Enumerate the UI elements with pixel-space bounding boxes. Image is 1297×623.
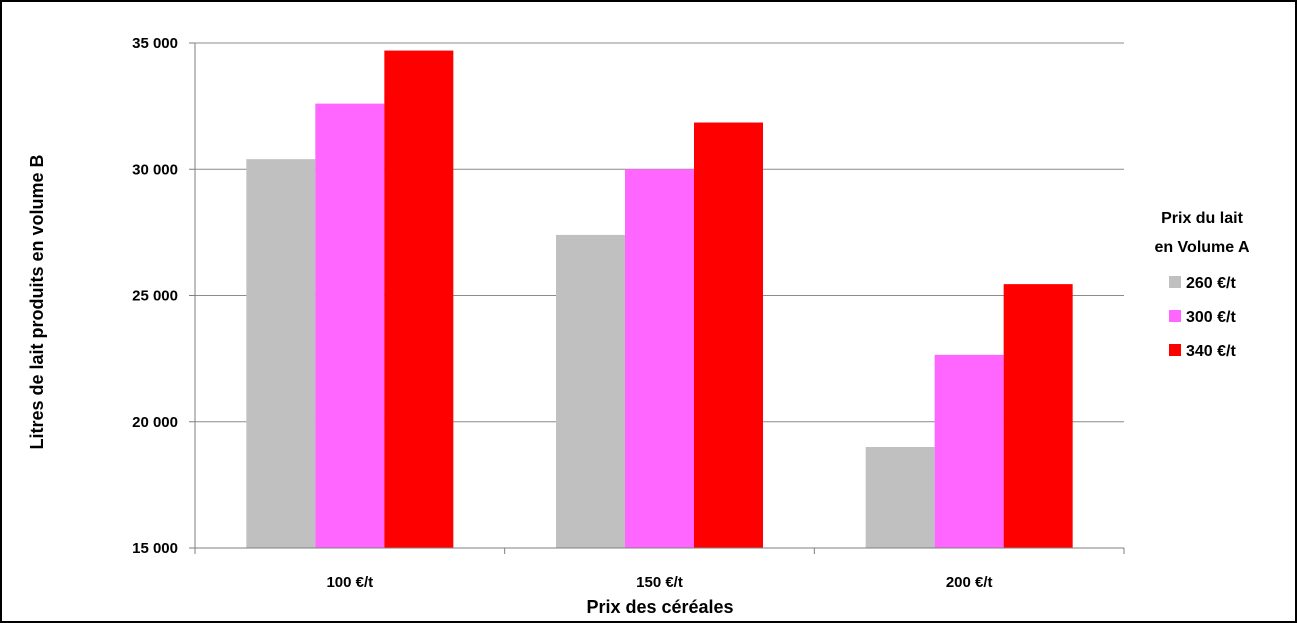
bar bbox=[246, 159, 316, 548]
axes bbox=[194, 43, 1124, 549]
y-tick-label: 15 000 bbox=[132, 540, 178, 557]
legend-label: 300 €/t bbox=[1186, 309, 1236, 326]
legend-title-line2: en Volume A bbox=[1154, 239, 1250, 256]
legend-swatch bbox=[1169, 276, 1181, 288]
bar bbox=[625, 169, 694, 548]
legend-swatch bbox=[1169, 310, 1181, 322]
bars bbox=[246, 50, 1073, 548]
bar bbox=[1003, 284, 1073, 548]
y-tick-label: 35 000 bbox=[132, 35, 178, 52]
legend-label: 260 €/t bbox=[1186, 275, 1236, 292]
bar bbox=[865, 447, 935, 548]
bar bbox=[556, 234, 625, 548]
x-tick-label: 100 €/t bbox=[326, 574, 373, 591]
y-axis-title: Litres de lait produits en volume B bbox=[27, 154, 47, 449]
bar bbox=[694, 122, 763, 548]
y-tick-label: 30 000 bbox=[132, 161, 178, 178]
y-tick-label: 20 000 bbox=[132, 414, 178, 431]
bar bbox=[384, 50, 454, 548]
bar bbox=[315, 103, 385, 548]
legend-items: 260 €/t 300 €/t 340 €/t bbox=[1169, 275, 1236, 360]
legend-swatch bbox=[1169, 344, 1181, 356]
legend-label: 340 €/t bbox=[1186, 343, 1236, 360]
y-tick-labels: 15 000 20 000 25 000 30 000 35 000 bbox=[132, 35, 178, 557]
legend-title-line1: Prix du lait bbox=[1161, 210, 1243, 227]
y-tick-label: 25 000 bbox=[132, 288, 178, 305]
x-tick-labels: 100 €/t 150 €/t 200 €/t bbox=[326, 574, 992, 591]
x-tick-label: 150 €/t bbox=[636, 574, 683, 591]
x-axis-title: Prix des céréales bbox=[586, 597, 733, 617]
legend: Prix du lait en Volume A 260 €/t 300 €/t 3… bbox=[1154, 210, 1250, 360]
bar bbox=[934, 354, 1004, 548]
x-tick-label: 200 €/t bbox=[946, 574, 993, 591]
